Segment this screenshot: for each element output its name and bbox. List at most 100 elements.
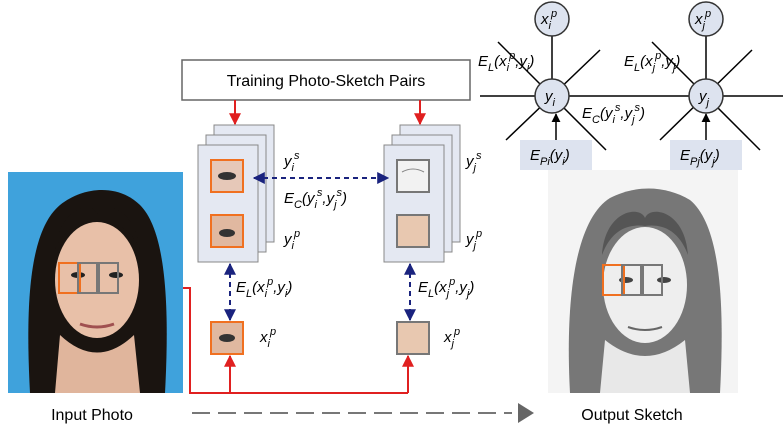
formula-part: E	[582, 105, 593, 122]
formula-part: p	[266, 276, 273, 288]
formula-part: (x	[640, 53, 653, 70]
formula-part: C	[294, 199, 302, 211]
formula-part: s	[294, 150, 300, 162]
formula-part: j	[472, 162, 477, 174]
formula-part: y	[465, 153, 475, 170]
formula-part: i	[527, 62, 530, 74]
formula-part: ,y	[620, 105, 633, 122]
formula-part: x	[259, 329, 268, 346]
formula-part: Pi	[540, 156, 550, 168]
formula: yj	[698, 88, 710, 109]
formula: EC(yis,yjs)	[284, 187, 347, 211]
formula-part: s	[337, 187, 343, 199]
formula-part: x	[540, 11, 549, 28]
formula-part: i	[292, 162, 295, 174]
formula-part: j	[445, 288, 450, 300]
formula-part: )	[467, 279, 474, 296]
formula-part: i	[265, 288, 268, 300]
formula-part: y	[698, 88, 708, 105]
formula-part: ,y	[455, 279, 468, 296]
formula: xjp	[694, 8, 711, 32]
formula-part: i	[285, 288, 288, 300]
formula-part: E	[478, 53, 489, 70]
formula-part: (y	[550, 147, 564, 164]
formula-part: )	[285, 279, 292, 296]
formula-part: i	[553, 97, 556, 109]
formula-part: ,y	[322, 190, 335, 207]
formula-part: )	[713, 147, 720, 164]
formula-part: p	[704, 8, 711, 20]
formula-part: i	[314, 199, 317, 211]
formula-part: j	[465, 288, 470, 300]
formula-part: Pj	[690, 156, 700, 168]
formula-part: L	[428, 288, 434, 300]
formula-part: C	[592, 114, 600, 126]
formula: yip	[283, 228, 300, 252]
formula-part: y	[283, 153, 293, 170]
formula-part: y	[544, 88, 554, 105]
formula-part: ,y	[661, 53, 674, 70]
formula: yjs	[465, 150, 482, 174]
formula: EL(xjp,yj)	[418, 276, 474, 300]
formula: EL(xip,yi)	[478, 50, 534, 74]
formula-part: p	[453, 326, 460, 338]
formula-part: E	[284, 190, 295, 207]
formula: EC(yis,yjs)	[582, 102, 645, 126]
formula-part: j	[671, 62, 676, 74]
formula-part: )	[563, 147, 570, 164]
formula-part: s	[635, 102, 641, 114]
formula-part: j	[332, 199, 337, 211]
prior-box-j	[670, 140, 742, 170]
output-label: Output Sketch	[581, 407, 682, 424]
formula-part: (x	[494, 53, 507, 70]
formula-part: p	[654, 50, 661, 62]
formula-part: E	[530, 147, 541, 164]
formula: yi	[544, 88, 556, 109]
formula-part: j	[705, 97, 710, 109]
formula-part: s	[476, 150, 482, 162]
input-label: Input Photo	[51, 407, 133, 424]
formula: xjp	[443, 326, 460, 350]
formula-part: j	[710, 156, 715, 168]
formula-part: p	[475, 228, 482, 240]
formula: yis	[283, 150, 300, 174]
training-box	[181, 59, 471, 101]
formula-part: E	[236, 279, 247, 296]
output-sketch	[548, 170, 738, 393]
formula-part: ,y	[273, 279, 286, 296]
formula-part: L	[634, 62, 640, 74]
formula-part: i	[268, 338, 271, 350]
formula-part: i	[549, 20, 552, 32]
formula-part: j	[701, 20, 706, 32]
formula-part: p	[508, 50, 515, 62]
formula-part: p	[448, 276, 455, 288]
flow-head	[518, 403, 534, 423]
box-title: Training Photo-Sketch Pairs	[227, 73, 426, 90]
formula-part: )	[638, 105, 645, 122]
formula-part: i	[507, 62, 510, 74]
blue-arrows	[224, 172, 416, 322]
formula-part: i	[562, 156, 565, 168]
formula-part: s	[615, 102, 621, 114]
formula-part: (x	[434, 279, 447, 296]
formula-part: x	[443, 329, 452, 346]
formula-part: x	[694, 11, 703, 28]
formula: xip	[540, 8, 557, 32]
formula-part: E	[680, 147, 691, 164]
red-arrows	[183, 100, 426, 394]
formula-part: (x	[252, 279, 265, 296]
input-photo	[8, 172, 183, 393]
formula-part: p	[293, 228, 300, 240]
patches	[210, 159, 430, 355]
formula-part: s	[317, 187, 323, 199]
formula-part: (y	[700, 147, 714, 164]
formula-part: p	[550, 8, 557, 20]
formula-part: )	[340, 190, 347, 207]
formula-part: L	[488, 62, 494, 74]
formula-part: E	[418, 279, 429, 296]
formula: yjp	[465, 228, 482, 252]
formula-part: p	[269, 326, 276, 338]
formula-part: )	[673, 53, 680, 70]
formula-part: )	[527, 53, 534, 70]
